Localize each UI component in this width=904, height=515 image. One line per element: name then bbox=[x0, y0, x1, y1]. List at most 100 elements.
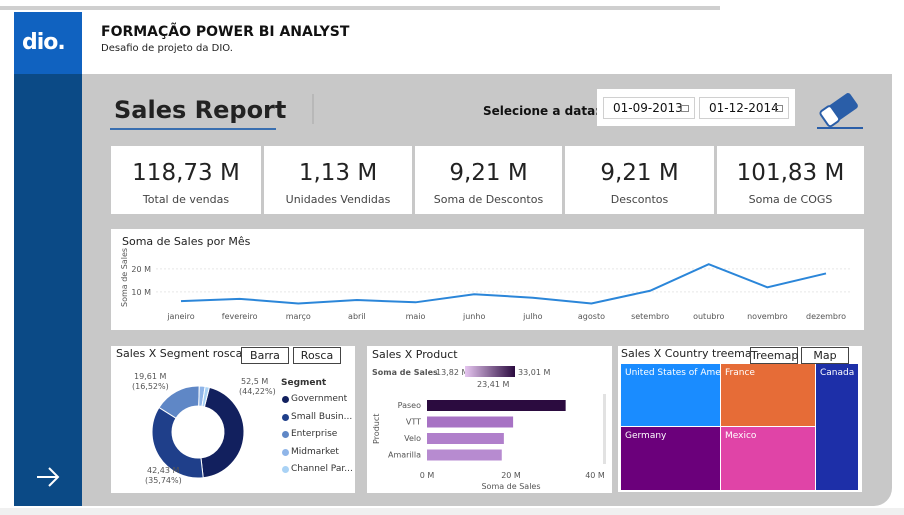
x-tick-label: setembro bbox=[631, 312, 669, 321]
legend-swatch bbox=[282, 431, 289, 438]
series-line bbox=[180, 263, 827, 305]
product-panel: Sales X Product Soma de Sales 13,82 M 33,0… bbox=[367, 346, 612, 493]
bar bbox=[427, 433, 504, 444]
line-chart-panel: Soma de Sales por Mês 10 M 20 M Soma de Sa… bbox=[111, 229, 864, 330]
y-tick-label: 10 M bbox=[131, 288, 151, 297]
data-label-value: 52,5 M bbox=[241, 377, 268, 386]
title-underline bbox=[110, 128, 276, 130]
donut-slice bbox=[151, 406, 204, 479]
y-axis-label: Soma de Sales bbox=[120, 248, 129, 307]
segment-legend-title: Segment bbox=[281, 378, 327, 388]
legend-swatch bbox=[282, 413, 289, 421]
donut-toggle-button[interactable]: Rosca bbox=[293, 347, 341, 364]
donut-chart[interactable]: 52,5 M(44,22%) 42,43 M(35,74%) 19,61 M(16,… bbox=[111, 346, 355, 493]
header-title: FORMAÇÃO POWER BI ANALYST bbox=[101, 24, 350, 40]
country-panel: Sales X Country treemap Treemap Map Unit… bbox=[618, 346, 862, 492]
treemap-tile[interactable]: United States of Ame... bbox=[621, 364, 720, 426]
x-tick-label: outubro bbox=[693, 312, 724, 321]
kpi-card-unidades: 1,13 M Unidades Vendidas bbox=[264, 146, 412, 214]
kpi-card-soma-descontos: 9,21 M Soma de Descontos bbox=[415, 146, 562, 214]
kpi-label: Soma de Descontos bbox=[433, 193, 544, 206]
date-start-input[interactable]: 01-09-2013 bbox=[603, 97, 695, 119]
product-chart-title: Sales X Product bbox=[372, 348, 458, 361]
x-tick-label: março bbox=[286, 312, 311, 321]
map-toggle-button[interactable]: Map bbox=[801, 347, 849, 364]
arrow-right-icon[interactable] bbox=[34, 463, 62, 491]
window-top-bar bbox=[0, 6, 720, 10]
x-tick-label: 20 M bbox=[501, 471, 521, 480]
y-tick-label: 20 M bbox=[131, 265, 151, 274]
x-tick-label: 0 M bbox=[420, 471, 435, 480]
color-legend-min: 13,82 M bbox=[436, 368, 468, 377]
header bbox=[82, 12, 892, 74]
legend-item[interactable]: Midmarket bbox=[291, 446, 339, 457]
treemap-toggle-button[interactable]: Treemap bbox=[750, 347, 799, 364]
legend-item[interactable]: Enterprise bbox=[291, 429, 338, 439]
x-axis-label: Soma de Sales bbox=[481, 482, 540, 491]
data-label-percent: (44,22%) bbox=[239, 387, 276, 396]
kpi-label: Soma de COGS bbox=[748, 193, 833, 206]
date-start-value: 01-09-2013 bbox=[613, 101, 683, 115]
x-tick-label: abril bbox=[348, 312, 366, 321]
kpi-value: 9,21 M bbox=[600, 160, 679, 186]
color-legend-mid: 23,41 M bbox=[477, 380, 509, 389]
date-end-input[interactable]: 01-12-2014 bbox=[699, 97, 789, 119]
sidebar bbox=[14, 12, 82, 506]
legend-item[interactable]: Government bbox=[291, 394, 348, 404]
date-end-value: 01-12-2014 bbox=[709, 101, 779, 115]
bottom-bar bbox=[0, 508, 904, 515]
x-tick-label: 40 M bbox=[585, 471, 605, 480]
kpi-card-cogs: 101,83 M Soma de COGS bbox=[717, 146, 864, 214]
y-tick-label: Paseo bbox=[398, 401, 421, 410]
date-filter-label: Selecione a data: bbox=[483, 104, 600, 118]
kpi-card-descontos: 9,21 M Descontos bbox=[565, 146, 714, 214]
eraser-icon[interactable] bbox=[815, 88, 865, 130]
calendar-icon[interactable] bbox=[775, 105, 783, 112]
page-title: Sales Report bbox=[114, 96, 287, 124]
kpi-value: 9,21 M bbox=[449, 160, 528, 186]
country-chart-title: Sales X Country treemap bbox=[621, 347, 759, 360]
color-legend-max: 33,01 M bbox=[518, 368, 550, 377]
kpi-card-total-vendas: 118,73 M Total de vendas bbox=[111, 146, 261, 214]
legend-item[interactable]: Small Busin... bbox=[291, 411, 353, 422]
treemap-tile[interactable]: France bbox=[721, 364, 815, 426]
treemap-tile[interactable]: Germany bbox=[621, 427, 720, 490]
calendar-icon[interactable] bbox=[681, 105, 689, 112]
y-tick-label: Velo bbox=[404, 434, 421, 443]
y-tick-label: Amarilla bbox=[388, 451, 421, 460]
x-tick-label: janeiro bbox=[166, 312, 194, 321]
y-axis-label: Product bbox=[372, 414, 381, 444]
color-legend-label: Soma de Sales bbox=[372, 368, 438, 377]
donut-slice bbox=[201, 385, 210, 408]
bar bbox=[427, 400, 566, 411]
logo-box bbox=[14, 12, 82, 74]
x-tick-label: dezembro bbox=[806, 312, 846, 321]
treemap-tile[interactable]: Canada bbox=[816, 364, 858, 490]
legend-swatch bbox=[282, 448, 289, 456]
header-subtitle: Desafio de projeto da DIO. bbox=[101, 43, 233, 54]
kpi-value: 101,83 M bbox=[736, 160, 845, 186]
bar-toggle-button[interactable]: Barra bbox=[241, 347, 289, 364]
x-tick-label: maio bbox=[406, 312, 426, 321]
segment-chart-title: Sales X Segment rosca bbox=[116, 347, 243, 360]
dio-logo: dio. bbox=[22, 30, 66, 55]
legend-swatch bbox=[282, 396, 289, 403]
x-tick-label: junho bbox=[462, 312, 485, 321]
legend-item[interactable]: Channel Par... bbox=[291, 464, 353, 474]
segment-panel: Sales X Segment rosca Barra Rosca 52,5 M… bbox=[111, 346, 355, 493]
kpi-label: Total de vendas bbox=[142, 193, 230, 206]
kpi-value: 1,13 M bbox=[298, 160, 378, 186]
donut-slice bbox=[200, 386, 245, 479]
color-legend-gradient bbox=[465, 366, 515, 377]
bar bbox=[427, 449, 502, 461]
data-label-percent: (35,74%) bbox=[145, 476, 182, 485]
x-tick-label: fevereiro bbox=[222, 312, 258, 321]
kpi-label: Descontos bbox=[610, 193, 669, 206]
x-tick-label: agosto bbox=[578, 312, 605, 321]
data-label-percent: (16,52%) bbox=[132, 382, 169, 391]
treemap-tile[interactable]: Mexico bbox=[721, 427, 815, 490]
line-chart-title: Soma de Sales por Mês bbox=[122, 235, 251, 248]
x-tick-label: novembro bbox=[747, 312, 788, 321]
